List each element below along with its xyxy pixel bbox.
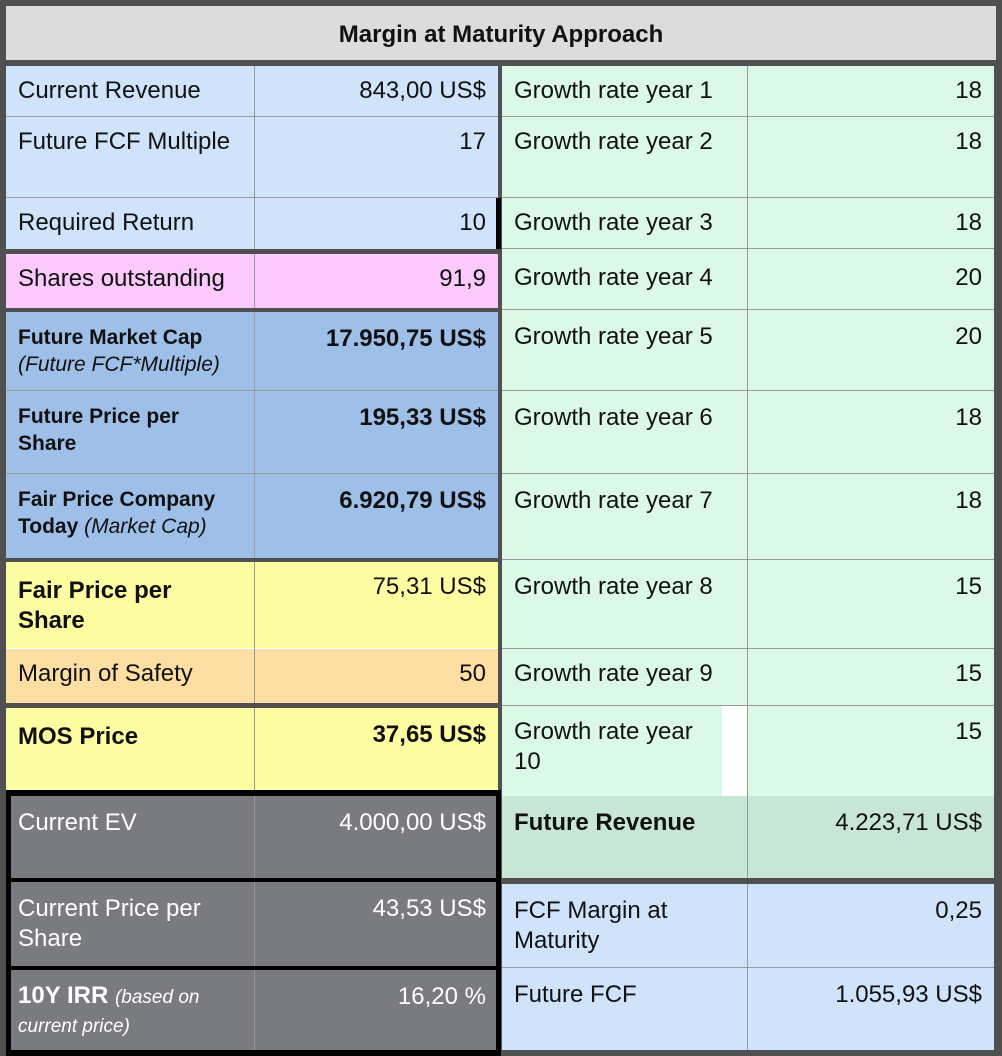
growth-rate-year-6-label: Growth rate year 6 — [502, 391, 748, 474]
required-return-label: Required Return — [6, 198, 255, 249]
growth-rate-year-4-label: Growth rate year 4 — [502, 249, 748, 310]
irr-label: 10Y IRR (based on current price) — [6, 970, 255, 1050]
irr-label-text: 10Y IRR — [18, 982, 109, 1009]
current-ev-label: Current EV — [6, 796, 255, 878]
grid-line-left-2 — [6, 197, 498, 198]
grid-line-left-6 — [6, 473, 498, 474]
growth-rate-year-10-label: Growth rate year 10 — [502, 706, 722, 796]
fair-price-company-today-value: 6.920,79 US$ — [255, 474, 498, 558]
grid-line-right-1 — [502, 116, 994, 117]
shares-outstanding-label: Shares outstanding — [6, 254, 255, 308]
growth-rate-year-9-label: Growth rate year 9 — [502, 649, 748, 706]
grid-line-col-3 — [747, 66, 748, 1050]
grid-line-right-8 — [502, 648, 994, 649]
border-gray-block-right — [496, 790, 501, 1056]
current-revenue-label: Current Revenue — [6, 66, 255, 117]
border-price-bottom — [6, 966, 500, 970]
border-bottom — [0, 1050, 1002, 1056]
border-middle — [498, 66, 502, 1056]
fair-price-company-today-note: (Market Cap) — [84, 515, 207, 538]
mos-price-value: 37,65 US$ — [255, 708, 498, 790]
grid-line-left-5 — [6, 390, 498, 391]
grid-line-right-5 — [502, 390, 994, 391]
grid-line-left-1 — [6, 116, 498, 117]
border-mos-top — [6, 703, 498, 708]
margin-of-safety-value[interactable]: 50 — [255, 649, 498, 703]
border-shares-top — [6, 249, 498, 254]
growth-rate-year-7-label: Growth rate year 7 — [502, 474, 748, 560]
border-gray-block-top — [6, 790, 500, 796]
border-required-return-right — [496, 198, 501, 249]
growth-rate-year-9-value[interactable]: 15 — [748, 649, 994, 706]
growth-rate-year-5-label: Growth rate year 5 — [502, 310, 748, 391]
border-gray-block-left — [6, 790, 11, 1056]
mos-price-label: MOS Price — [6, 708, 255, 790]
growth-rate-year-7-value[interactable]: 18 — [748, 474, 994, 560]
margin-of-safety-label: Margin of Safety — [6, 649, 255, 703]
grid-line-right-7 — [502, 559, 994, 560]
future-fcf-value: 1.055,93 US$ — [748, 968, 994, 1050]
future-price-per-share-value: 195,33 US$ — [255, 391, 498, 473]
growth-rate-year-1-value[interactable]: 18 — [748, 66, 994, 117]
current-price-per-share-value[interactable]: 43,53 US$ — [255, 882, 498, 966]
fair-price-per-share-value: 75,31 US$ — [255, 562, 498, 648]
grid-line-right-4 — [502, 309, 994, 310]
current-price-per-share-label: Current Price per Share — [6, 882, 255, 966]
future-market-cap-value: 17.950,75 US$ — [255, 312, 498, 390]
border-fair-price-top — [6, 558, 498, 562]
border-future-revenue-bottom — [502, 878, 994, 884]
growth-rate-year-3-label: Growth rate year 3 — [502, 198, 748, 249]
required-return-value[interactable]: 10 — [255, 198, 498, 249]
growth-rate-year-8-value[interactable]: 15 — [748, 560, 994, 649]
growth-rate-year-2-value[interactable]: 18 — [748, 117, 994, 198]
future-price-per-share-label: Future Price per Share — [6, 391, 255, 473]
growth-rate-year-10-value[interactable]: 15 — [748, 706, 994, 796]
shares-outstanding-value[interactable]: 91,9 — [255, 254, 498, 308]
fcf-margin-at-maturity-value[interactable]: 0,25 — [748, 884, 994, 968]
future-fcf-label: Future FCF — [502, 968, 748, 1050]
fair-price-company-today-label-text: Fair Price Company Today — [18, 488, 216, 538]
growth-rate-year-4-value[interactable]: 20 — [748, 249, 994, 310]
growth-rate-year-3-value[interactable]: 18 — [748, 198, 994, 249]
irr-value: 16,20 % — [255, 970, 498, 1050]
grid-line-right-6 — [502, 473, 994, 474]
border-left — [0, 66, 6, 1056]
table-title: Margin at Maturity Approach — [0, 0, 1002, 66]
future-market-cap-label-text: Future Market Cap — [18, 326, 203, 349]
growth-rate-year-5-value[interactable]: 20 — [748, 310, 994, 391]
future-market-cap-label: Future Market Cap (Future FCF*Multiple) — [6, 312, 255, 390]
growth-rate-year-8-label: Growth rate year 8 — [502, 560, 748, 649]
future-revenue-value: 4.223,71 US$ — [748, 796, 994, 878]
growth-rate-year-1-label: Growth rate year 1 — [502, 66, 748, 117]
border-irr-bottom — [6, 1050, 500, 1056]
border-ev-bottom — [6, 878, 500, 882]
grid-line-right-9 — [502, 705, 994, 706]
future-market-cap-note: (Future FCF*Multiple) — [18, 353, 220, 376]
growth-rate-year-2-label: Growth rate year 2 — [502, 117, 748, 198]
border-right — [994, 66, 1002, 1056]
grid-line-right-12 — [502, 967, 994, 968]
grid-line-right-3 — [502, 248, 994, 249]
growth-rate-year-6-value[interactable]: 18 — [748, 391, 994, 474]
fair-price-company-today-label: Fair Price Company Today (Market Cap) — [6, 474, 255, 558]
fcf-margin-at-maturity-label: FCF Margin at Maturity — [502, 884, 748, 968]
current-revenue-value[interactable]: 843,00 US$ — [255, 66, 498, 117]
border-shares-bottom — [6, 308, 498, 312]
irr-note: (based on current price) — [18, 987, 200, 1037]
future-fcf-multiple-value[interactable]: 17 — [255, 117, 498, 198]
grid-line-right-2 — [502, 197, 994, 198]
fair-price-per-share-label: Fair Price per Share — [6, 562, 255, 648]
future-fcf-multiple-label: Future FCF Multiple — [6, 117, 255, 198]
current-ev-value[interactable]: 4.000,00 US$ — [255, 796, 498, 878]
future-revenue-label: Future Revenue — [502, 796, 748, 878]
